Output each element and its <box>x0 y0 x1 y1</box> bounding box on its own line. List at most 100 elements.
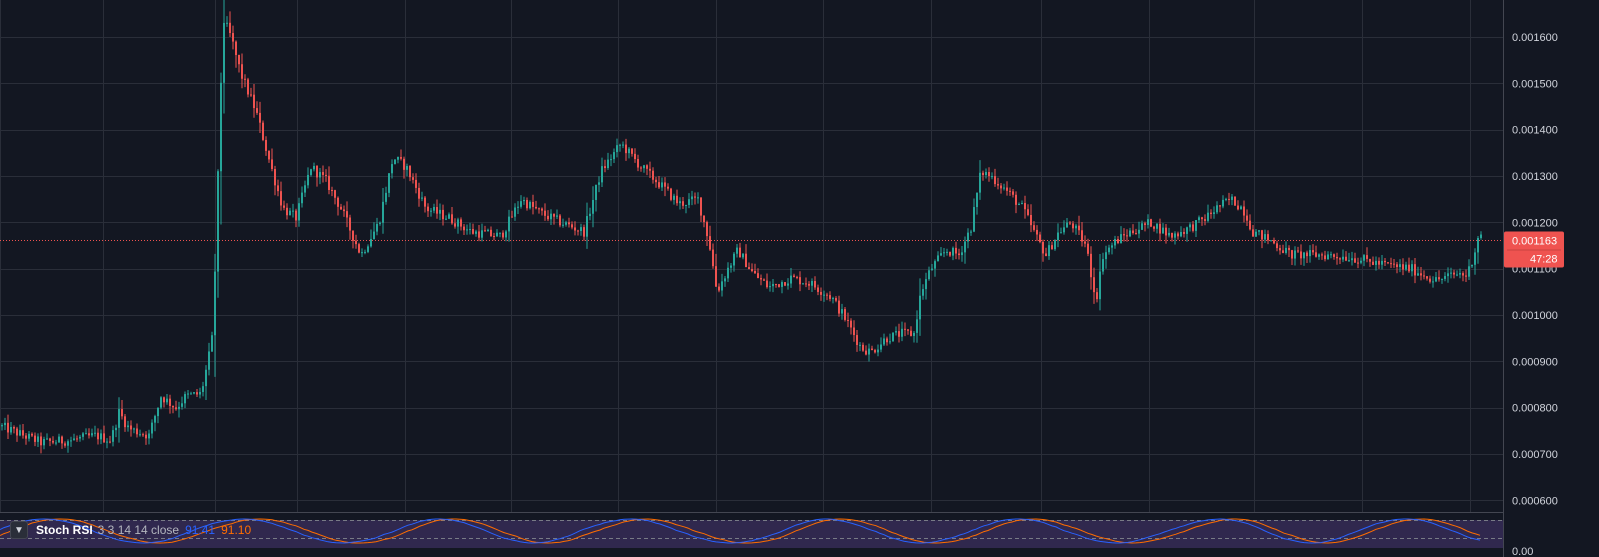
stoch-rsi-legend: ▼ Stoch RSI 3 3 14 14 close 91.41 91.10 <box>0 520 251 540</box>
candle-body <box>595 184 597 200</box>
candle-body <box>1003 187 1005 189</box>
candle-body <box>163 397 165 403</box>
candle-body <box>1042 242 1044 254</box>
candle-body <box>529 201 531 209</box>
candle-body <box>916 319 918 333</box>
price-axis-background[interactable] <box>1503 0 1599 557</box>
candle-body <box>16 428 18 436</box>
candle-body <box>400 157 402 159</box>
candle-body <box>577 230 579 232</box>
candle-body <box>763 279 765 281</box>
candle-body <box>751 269 753 271</box>
candle-body <box>742 253 744 258</box>
candle-body <box>1123 234 1125 236</box>
candle-body <box>679 201 681 204</box>
candle-body <box>280 191 282 206</box>
candle-body <box>1207 212 1209 221</box>
candle-body <box>1327 254 1329 260</box>
candle-body <box>313 165 315 170</box>
candle-body <box>952 247 954 256</box>
candle-body <box>889 341 891 343</box>
candle-body <box>1105 252 1107 260</box>
candle-body <box>1141 223 1143 230</box>
candle-body <box>844 309 846 320</box>
candle-body <box>514 207 516 217</box>
candle-body <box>43 439 45 446</box>
candle-body <box>1159 223 1161 234</box>
candle-body <box>1282 250 1284 253</box>
candle-body <box>1477 238 1479 253</box>
candle-body <box>1474 252 1476 265</box>
candle-body <box>808 283 810 286</box>
candle-body <box>811 281 813 286</box>
candle-body <box>571 224 573 228</box>
legend-collapse-button[interactable]: ▼ <box>10 521 28 539</box>
candle-body <box>673 195 675 200</box>
candle-body <box>1189 224 1191 228</box>
candle-body <box>982 172 984 176</box>
candle-body <box>646 165 648 169</box>
candle-body <box>76 438 78 440</box>
candle-body <box>1249 220 1251 230</box>
candle-body <box>364 251 366 253</box>
candle-body <box>1201 217 1203 220</box>
candle-body <box>1354 258 1356 263</box>
candle-body <box>457 219 459 227</box>
candle-body <box>1174 233 1176 238</box>
candle-body <box>7 422 9 433</box>
candle-body <box>898 331 900 337</box>
candle-body <box>1066 222 1068 228</box>
candle-body <box>1417 273 1419 276</box>
candle-body <box>793 275 795 277</box>
candle-body <box>1324 255 1326 260</box>
candle-body <box>409 166 411 178</box>
candle-body <box>754 270 756 274</box>
candle-body <box>382 201 384 223</box>
candle-body <box>1366 255 1368 259</box>
candle-body <box>1408 264 1410 272</box>
candle-body <box>184 394 186 404</box>
candle-body <box>1396 264 1398 268</box>
candle-body <box>487 229 489 232</box>
candle-body <box>13 426 15 429</box>
candle-body <box>1021 203 1023 205</box>
candle-body <box>496 232 498 237</box>
candle-body <box>1192 224 1194 231</box>
price-tick-label: 0.000600 <box>1512 495 1558 507</box>
price-axis[interactable]: 0.001600 0.001500 0.001400 0.001300 0.001200… <box>1503 0 1599 557</box>
candle-body <box>67 441 69 446</box>
candle-body <box>256 108 258 113</box>
candle-body <box>688 199 690 205</box>
candle-body <box>187 393 189 395</box>
candle-body <box>718 286 720 291</box>
candle-body <box>727 267 729 279</box>
candle-body <box>1390 263 1392 265</box>
candle-body <box>1312 250 1314 253</box>
candle-body <box>403 158 405 170</box>
candle-body <box>655 179 657 183</box>
candle-body <box>553 213 555 217</box>
candle-body <box>196 392 198 395</box>
candle-body <box>1333 254 1335 257</box>
candle-body <box>4 422 6 426</box>
candle-body <box>478 231 480 238</box>
indicator-name[interactable]: Stoch RSI <box>36 523 93 537</box>
candle-body <box>1399 264 1401 268</box>
candle-body <box>397 157 399 160</box>
candle-body <box>832 298 834 300</box>
candle-body <box>607 159 609 169</box>
candle-body <box>805 283 807 285</box>
candle-body <box>823 294 825 296</box>
candle-body <box>1090 253 1092 278</box>
candle-body <box>1375 260 1377 265</box>
candle-body <box>1462 273 1464 276</box>
candle-body <box>1075 225 1077 229</box>
candle-body <box>883 338 885 345</box>
candle-body <box>388 173 390 193</box>
candle-body <box>541 208 543 211</box>
candle-body <box>538 208 540 210</box>
candle-body <box>1336 256 1338 259</box>
candles <box>1 0 1482 454</box>
